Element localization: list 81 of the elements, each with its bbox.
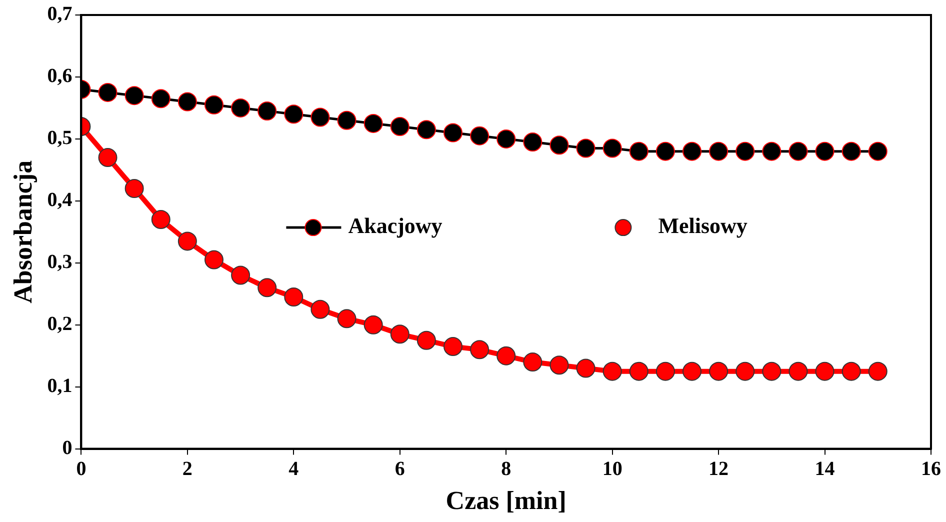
point <box>682 142 702 161</box>
point <box>178 232 197 251</box>
point <box>124 86 144 106</box>
point <box>523 352 542 372</box>
point <box>629 362 648 381</box>
y-tick-label: 0,6 <box>47 65 72 88</box>
point <box>709 142 728 161</box>
point <box>337 309 356 328</box>
point <box>656 142 675 161</box>
point <box>364 315 383 334</box>
point <box>178 92 197 112</box>
point <box>762 142 782 161</box>
point <box>231 98 250 118</box>
point <box>258 102 277 121</box>
point <box>284 287 304 306</box>
y-axis-title: Absorbancja <box>8 160 38 304</box>
point <box>602 362 622 381</box>
y-tick-label: 0,7 <box>47 3 72 26</box>
legend-label: Melisowy <box>658 213 748 238</box>
point <box>98 82 118 102</box>
y-tick-label: 0,2 <box>47 313 72 336</box>
point <box>550 136 569 155</box>
x-tick-label: 12 <box>708 458 729 480</box>
x-tick-label: 8 <box>501 458 512 480</box>
point <box>443 337 462 356</box>
point <box>390 117 410 136</box>
point <box>868 142 888 161</box>
point <box>602 138 622 158</box>
point <box>310 300 330 319</box>
point <box>443 123 462 142</box>
point <box>736 362 755 381</box>
point <box>815 362 834 381</box>
x-tick-label: 4 <box>288 458 299 480</box>
point <box>284 104 304 124</box>
point <box>124 179 144 198</box>
y-tick-label: 0,5 <box>47 127 72 150</box>
point <box>416 120 436 140</box>
point <box>204 250 224 270</box>
point <box>842 362 861 381</box>
point <box>470 340 490 360</box>
point <box>550 356 569 375</box>
point <box>629 142 648 161</box>
point <box>868 362 888 381</box>
point <box>258 278 277 298</box>
legend-label: Akacjowy <box>348 213 442 238</box>
point <box>656 362 675 381</box>
point <box>788 362 808 381</box>
point <box>762 362 782 381</box>
y-tick-label: 0,1 <box>47 375 72 397</box>
point <box>496 129 516 148</box>
x-tick-label: 0 <box>76 458 86 480</box>
x-tick-label: 10 <box>602 458 622 480</box>
point <box>682 362 702 381</box>
point <box>390 324 410 344</box>
point <box>576 138 596 158</box>
point <box>842 142 861 161</box>
point <box>337 110 356 130</box>
x-tick-label: 2 <box>182 458 192 480</box>
y-tick-label: 0,4 <box>47 189 72 212</box>
point <box>788 142 808 161</box>
point <box>709 362 728 381</box>
point <box>310 108 330 127</box>
x-axis-title: Czas [min] <box>446 486 566 516</box>
x-tick-label: 6 <box>394 458 405 480</box>
point <box>98 148 118 168</box>
point <box>815 142 834 161</box>
point <box>364 114 383 133</box>
point <box>416 330 436 350</box>
point <box>151 210 170 230</box>
point <box>470 126 490 146</box>
point <box>231 266 250 285</box>
x-tick-label: 16 <box>921 458 941 480</box>
point <box>204 95 224 114</box>
x-tick-label: 14 <box>814 458 835 480</box>
point <box>523 132 542 152</box>
y-tick-label: 0,3 <box>47 251 72 274</box>
point <box>576 358 596 378</box>
y-tick-label: 0 <box>62 436 72 459</box>
point <box>151 89 170 108</box>
point <box>496 346 516 366</box>
point <box>736 142 755 161</box>
